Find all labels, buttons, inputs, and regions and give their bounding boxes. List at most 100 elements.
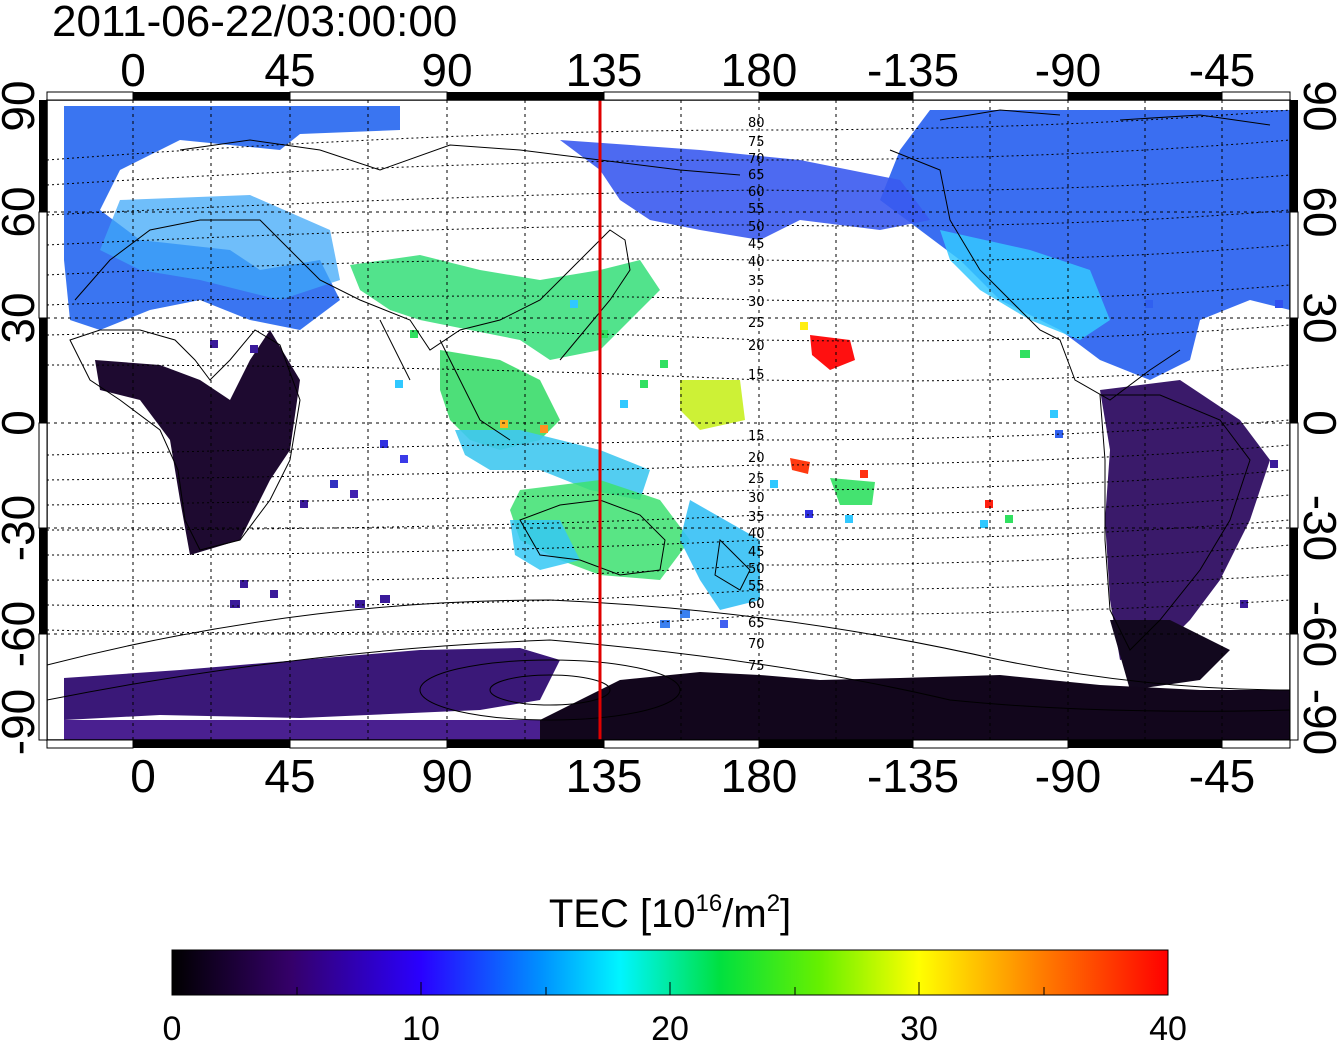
tec-red-patch-north	[810, 335, 855, 370]
mag-contour	[47, 494, 1290, 531]
colorbar-title-sup1: 16	[696, 890, 723, 917]
tec-cell	[1275, 300, 1283, 308]
mag-lat-label: 45	[748, 237, 765, 252]
colorbar-title-prefix: TEC [10	[549, 892, 696, 936]
mag-contour	[47, 574, 1290, 607]
mag-lat-label: 65	[748, 168, 765, 183]
coastline	[439, 339, 511, 441]
mag-lat-label: 25	[748, 472, 765, 487]
left-lat-label: -60	[0, 601, 44, 667]
border-segment-bottom	[133, 740, 290, 748]
graticule	[47, 100, 1290, 740]
mag-contour-solid	[47, 639, 1290, 712]
tec-africa	[95, 330, 300, 555]
mag-contour	[47, 444, 1290, 481]
left-lat-label: 30	[0, 292, 44, 343]
border-segment-top	[603, 91, 760, 101]
tec-cell	[640, 380, 648, 388]
coastline	[69, 329, 301, 551]
tec-cell	[300, 500, 308, 508]
tec-cell	[1055, 430, 1063, 438]
border-segment-right	[1290, 318, 1298, 423]
border-segment-top	[759, 92, 913, 100]
top-lon-label: -45	[1189, 44, 1255, 96]
tec-south-america-tip	[1110, 620, 1230, 690]
border-segment-top	[447, 92, 604, 100]
coastline	[1119, 114, 1271, 126]
mag-lat-label: 40	[748, 527, 765, 542]
mag-lat-label: 15	[748, 368, 765, 383]
bottom-lon-label: 135	[566, 750, 643, 802]
colorbar-title-suffix: ]	[780, 892, 791, 936]
left-lat-label: -90	[0, 689, 44, 755]
map-panel: 80 75 70 65 60 55 50 45 40 35 30 25 20 1…	[38, 91, 1299, 749]
mag-contour	[47, 109, 1290, 161]
mag-contour	[47, 324, 1290, 342]
tec-red-patch-south	[790, 458, 810, 474]
tec-cell	[1145, 300, 1153, 308]
tec-cell	[250, 345, 258, 353]
right-lat-label: 60	[1294, 186, 1340, 237]
mag-lat-label: 30	[748, 491, 765, 506]
tec-scatter	[210, 300, 1283, 628]
right-lat-label: -30	[1294, 495, 1340, 561]
tec-cell	[410, 330, 418, 338]
timestamp-title: 2011-06-22/03:00:00	[52, 0, 457, 46]
mag-lat-label: 75	[748, 659, 765, 674]
left-latitude-labels: 90 60 30 0 -30 -60 -90	[0, 80, 44, 755]
bottom-lon-label: 0	[130, 750, 156, 802]
tec-antarctic-edge	[64, 720, 540, 740]
border-segment-left	[39, 318, 47, 423]
bottom-lon-label: -45	[1189, 750, 1255, 802]
border-segment-bottom	[46, 739, 134, 749]
mag-lat-label: 55	[748, 579, 765, 594]
top-lon-label: -90	[1035, 44, 1101, 96]
mag-lat-label: 30	[748, 295, 765, 310]
tec-cell	[1020, 350, 1030, 358]
coastline	[939, 109, 1061, 121]
border-segment-top	[289, 91, 448, 101]
colorbar-tick-label: 20	[651, 1010, 689, 1042]
bottom-lon-label: 45	[264, 750, 315, 802]
mag-contour	[47, 284, 1290, 306]
colorbar-ticks	[296, 982, 1045, 995]
tec-cell	[1240, 600, 1248, 608]
right-lat-label: 0	[1294, 410, 1340, 436]
tec-cell	[985, 500, 993, 508]
border-segment-right	[1290, 100, 1298, 212]
top-lon-label: 180	[721, 44, 798, 96]
mag-contour	[47, 519, 1290, 556]
colorbar-tick-label: 0	[163, 1010, 182, 1042]
right-lat-label: 30	[1294, 292, 1340, 343]
tec-cell	[660, 620, 670, 628]
border-segment-top	[133, 92, 290, 100]
mag-lat-label: 20	[748, 451, 765, 466]
mag-lat-label: 15	[748, 429, 765, 444]
colorbar-title: TEC [1016/m2]	[549, 890, 791, 936]
tec-cell	[1270, 460, 1278, 468]
border-segment-bottom	[912, 739, 1069, 749]
colorbar-tick-label: 30	[900, 1010, 938, 1042]
mag-contour-solid	[47, 599, 1290, 691]
mag-lat-label: 55	[748, 202, 765, 217]
border-segment-bottom	[603, 739, 760, 749]
tec-cell	[770, 480, 778, 488]
tec-cell	[860, 470, 868, 478]
mag-contour	[47, 174, 1290, 216]
mag-lat-label: 20	[748, 339, 765, 354]
border-segment-left	[39, 100, 47, 212]
mag-lat-label: 80	[748, 116, 765, 131]
top-longitude-labels: 0 45 90 135 180 -135 -90 -45	[120, 44, 1255, 96]
border-segment-top	[1221, 91, 1291, 101]
tec-cell	[1005, 515, 1013, 523]
bottom-lon-label: -90	[1035, 750, 1101, 802]
tec-cell	[240, 580, 248, 588]
tec-arctic-strip	[560, 140, 930, 240]
mag-lat-label: 65	[748, 616, 765, 631]
top-lon-label: -135	[867, 44, 959, 96]
tec-cell	[330, 480, 338, 488]
mag-lat-label: 50	[748, 220, 765, 235]
tec-cell	[400, 455, 408, 463]
bottom-lon-label: 180	[721, 750, 798, 802]
tec-cell	[270, 590, 278, 598]
